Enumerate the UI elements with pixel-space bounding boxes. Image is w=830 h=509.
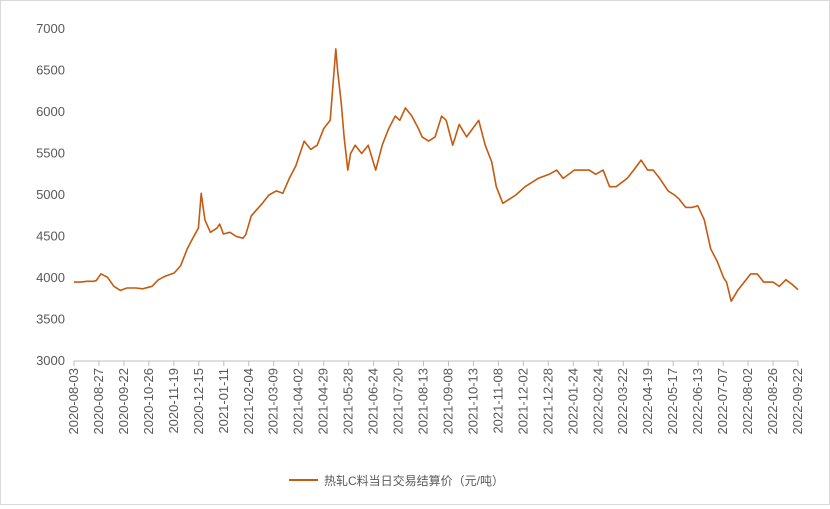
y-tick-label: 6000 [36,104,65,119]
x-tick-label: 2021-06-24 [366,368,381,435]
x-tick-label: 2022-05-17 [665,368,680,435]
y-tick-label: 5000 [36,187,65,202]
x-tick-label: 2022-08-02 [740,368,755,435]
legend-label: 热轧C料当日交易结算价（元/吨） [324,473,504,488]
y-tick-label: 4000 [36,270,65,285]
y-axis-ticks: 3000 3500 4000 4500 5000 5500 6000 6500 7000 [36,21,65,368]
x-tick-label: 2020-10-26 [141,368,156,435]
legend: 热轧C料当日交易结算价（元/吨） [289,473,504,488]
x-tick-label: 2021-10-13 [465,368,480,435]
x-axis-ticks: 2020-08-03 2020-08-27 2020-09-22 2020-10-26… [66,361,805,435]
y-tick-label: 5500 [36,146,65,161]
x-tick-label: 2021-04-29 [316,368,331,435]
x-tick-label: 2021-04-02 [291,368,306,435]
x-tick-label: 2022-08-26 [765,368,780,435]
x-tick-label: 2022-03-22 [615,368,630,435]
x-tick-label: 2021-12-28 [540,368,555,435]
x-tick-label: 2021-01-11 [216,368,231,434]
y-tick-label: 3500 [36,312,65,327]
y-tick-label: 3000 [36,353,65,368]
x-tick-label: 2022-04-19 [640,368,655,435]
x-tick-label: 2021-02-04 [241,368,256,435]
x-tick-label: 2020-11-19 [166,368,181,434]
x-tick-label: 2021-07-20 [391,368,406,435]
x-tick-label: 2021-11-08 [490,368,505,434]
x-tick-label: 2021-09-08 [440,368,455,435]
x-tick-label: 2021-12-02 [515,368,530,435]
x-tick-label: 2021-08-13 [416,368,431,435]
x-tick-label: 2021-03-09 [266,368,281,435]
y-tick-label: 6500 [36,63,65,78]
x-tick-label: 2021-05-28 [341,368,356,435]
y-tick-label: 4500 [36,229,65,244]
x-tick-label: 2022-01-24 [565,368,580,435]
y-tick-label: 7000 [36,21,65,36]
x-tick-label: 2022-09-22 [790,368,805,435]
x-tick-label: 2022-06-13 [690,368,705,435]
series-line [74,48,799,302]
x-tick-label: 2020-08-03 [66,368,81,435]
x-tick-label: 2022-02-24 [590,368,605,435]
x-tick-label: 2020-08-27 [91,368,106,435]
x-tick-label: 2020-12-15 [191,368,206,435]
x-tick-label: 2020-09-22 [116,368,131,435]
x-tick-label: 2022-07-07 [715,368,730,435]
